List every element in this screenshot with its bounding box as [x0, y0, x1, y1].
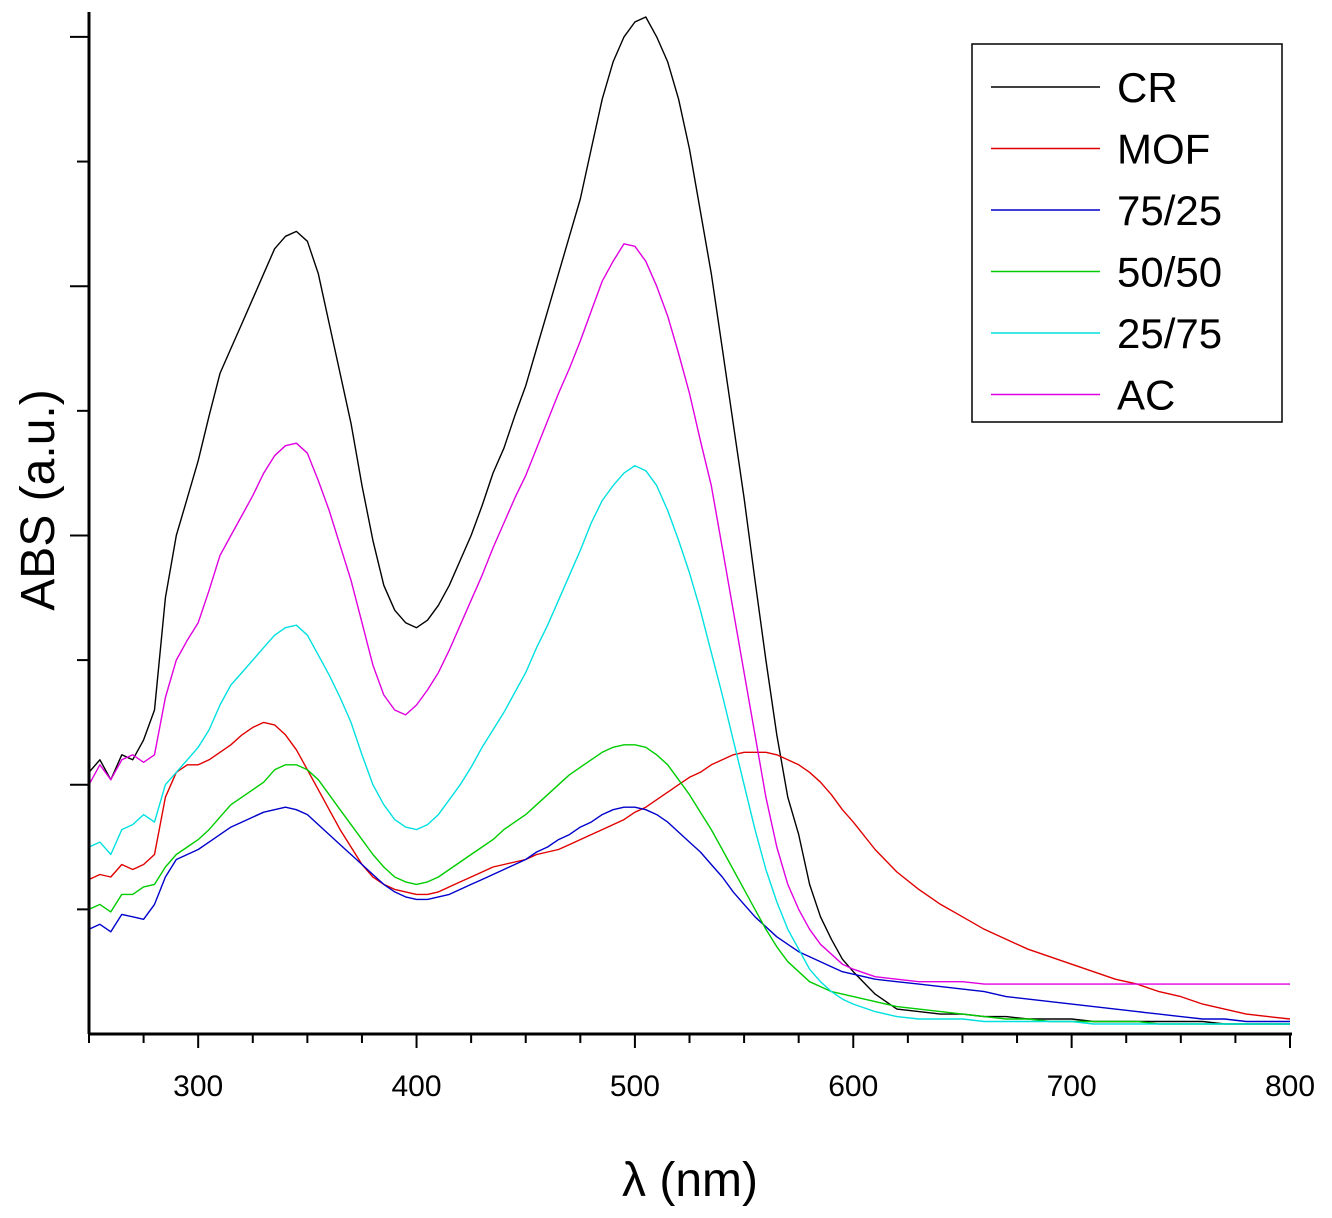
legend-label-75-25: 75/25	[1117, 187, 1222, 234]
x-axis-title: λ (nm)	[622, 1154, 758, 1207]
series-line-ac	[88, 243, 1290, 985]
series-line-25-75	[88, 465, 1290, 1025]
legend-label-mof: MOF	[1117, 126, 1210, 173]
series-line-75-25	[88, 806, 1290, 1023]
x-tick-label: 700	[1047, 1070, 1097, 1103]
legend-box	[971, 43, 1283, 423]
series-line-50-50	[88, 744, 1290, 1025]
x-tick-label: 600	[828, 1070, 878, 1103]
ticks-layer: 300 400 500 600 700 800	[70, 35, 1315, 1103]
x-tick-label: 300	[173, 1070, 223, 1103]
legend-label-50-50: 50/50	[1117, 249, 1222, 296]
series-line-mof	[88, 721, 1291, 1020]
x-tick-label: 500	[610, 1070, 660, 1103]
legend-label-ac: AC	[1117, 372, 1175, 419]
legend-label-cr: CR	[1117, 64, 1178, 111]
x-tick-label: 400	[392, 1070, 442, 1103]
y-axis-title: ABS (a.u.)	[12, 389, 65, 610]
legend-label-25-75: 25/75	[1117, 310, 1222, 357]
series-layer	[88, 16, 1291, 1025]
x-tick-label: 800	[1265, 1070, 1315, 1103]
legend: CR MOF 75/25 50/50 25/75 AC	[971, 43, 1283, 423]
